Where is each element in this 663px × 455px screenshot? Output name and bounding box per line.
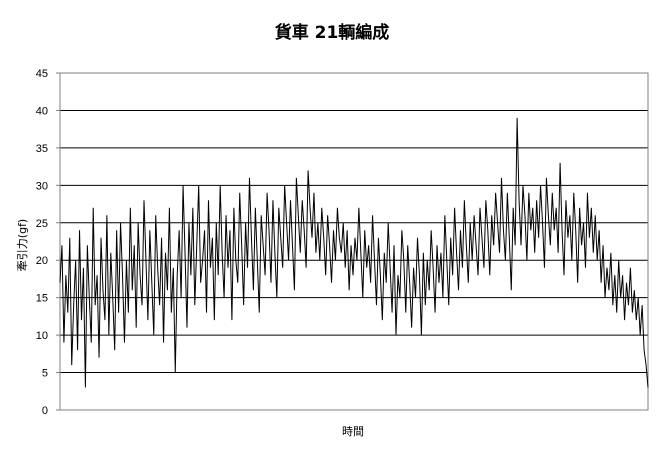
y-tick-label-20: 20: [36, 255, 48, 267]
plot-area: [59, 72, 649, 411]
chart-title: 貨車 21輌編成: [275, 22, 390, 43]
series-layer: [59, 117, 649, 388]
y-tick-label-40: 40: [36, 105, 48, 117]
x-axis-label: 時間: [342, 425, 364, 438]
y-tick-label-0: 0: [42, 405, 48, 417]
y-axis-label: 牽引力(gf): [15, 219, 29, 271]
series-line-0: [59, 117, 649, 388]
y-tick-label-5: 5: [42, 368, 48, 380]
y-tick-label-15: 15: [36, 293, 48, 305]
y-tick-label-35: 35: [36, 143, 48, 155]
y-tick-label-30: 30: [36, 180, 48, 192]
y-tick-labels: 0 5 10 15 20 25 30 35 40 45: [36, 68, 60, 417]
y-tick-label-25: 25: [36, 218, 48, 230]
grid-layer: [60, 109, 648, 374]
y-tick-label-45: 45: [36, 68, 48, 80]
y-tick-label-10: 10: [36, 330, 48, 342]
